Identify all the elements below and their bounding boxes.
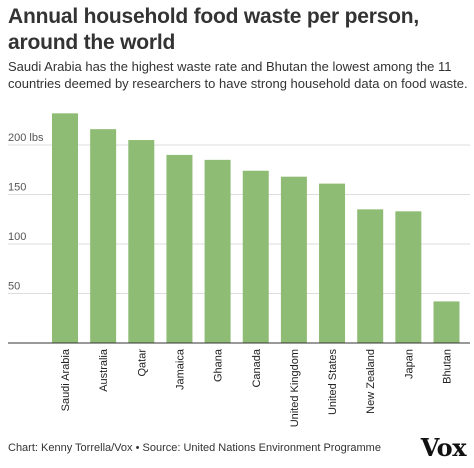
chart-subtitle: Saudi Arabia has the highest waste rate … [8,59,468,91]
bar [433,301,460,343]
x-tick-label: Bhutan [442,349,454,384]
bar [280,176,307,343]
bar [357,209,384,343]
x-tick-label: Australia [98,348,110,392]
bar [242,170,269,343]
bar [204,159,231,343]
x-tick-label: New Zealand [365,349,377,414]
bar [128,140,155,343]
x-tick-label: Qatar [136,349,148,377]
x-tick-label: United States [327,349,339,416]
bar [319,183,346,343]
y-tick-label: 100 [8,231,26,243]
x-tick-label: Ghana [213,348,225,382]
bar [166,154,193,343]
x-tick-label: Jamaica [174,348,186,390]
bar [52,113,78,343]
bar [90,129,117,343]
vox-logo: Vox [420,433,467,462]
y-tick-label: 200 lbs [8,132,44,144]
bar [395,211,422,343]
y-tick-label: 150 [8,182,26,194]
y-tick-label: 50 [8,281,20,293]
x-tick-label: Japan [403,349,415,379]
x-tick-label: United Kingdom [289,349,301,427]
chart-title: Annual household food waste per person, … [8,5,420,54]
chart-credit: Chart: Kenny Torrella/Vox • Source: Unit… [8,442,381,454]
x-tick-label: Canada [251,348,263,387]
x-tick-label: Saudi Arabia [60,348,72,411]
